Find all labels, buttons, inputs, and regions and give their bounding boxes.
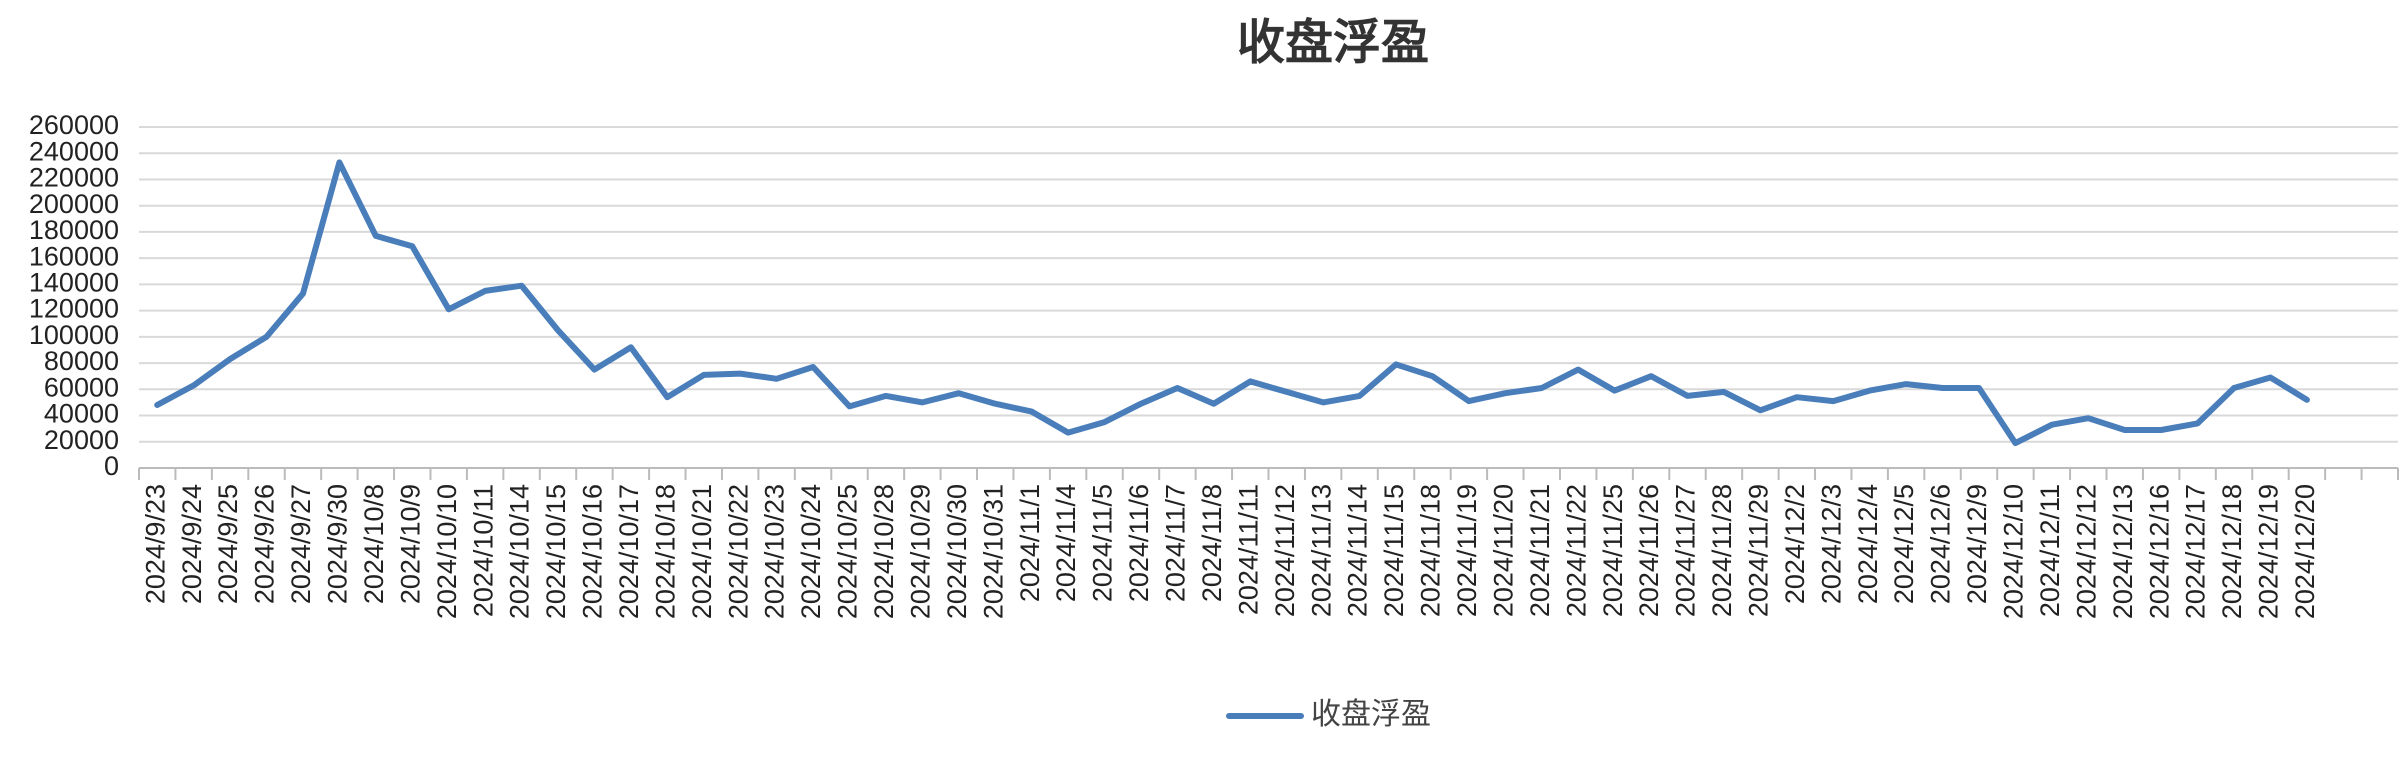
x-tick-label: 2024/10/14 <box>505 484 535 619</box>
x-tick-label: 2024/12/19 <box>2254 484 2284 619</box>
y-tick-label: 60000 <box>44 372 119 402</box>
y-tick-label: 160000 <box>29 241 119 271</box>
y-tick-label: 120000 <box>29 294 119 324</box>
x-tick-label: 2024/11/26 <box>1634 484 1664 617</box>
x-tick-label: 2024/12/12 <box>2071 484 2101 619</box>
x-tick-label: 2024/9/24 <box>177 484 207 604</box>
y-tick-label: 260000 <box>29 110 119 140</box>
x-tick-label: 2024/10/16 <box>578 484 608 619</box>
x-tick-label: 2024/10/28 <box>869 484 899 619</box>
x-tick-label: 2024/11/28 <box>1707 484 1737 617</box>
legend-label: 收盘浮盈 <box>1311 698 1431 731</box>
x-tick-label: 2024/11/7 <box>1161 484 1191 602</box>
x-tick-label: 2024/9/27 <box>286 484 316 604</box>
x-tick-label: 2024/9/26 <box>250 484 280 604</box>
x-tick-label: 2024/10/10 <box>432 484 462 619</box>
x-tick-label: 2024/10/23 <box>760 484 790 619</box>
x-tick-label: 2024/12/11 <box>2035 484 2065 617</box>
x-tick-label: 2024/10/21 <box>687 484 717 619</box>
x-tick-label: 2024/12/10 <box>1999 484 2029 619</box>
x-tick-label: 2024/11/27 <box>1671 484 1701 617</box>
y-tick-label: 240000 <box>29 136 119 166</box>
y-tick-label: 0 <box>104 451 119 481</box>
x-tick-label: 2024/12/13 <box>2108 484 2138 619</box>
x-tick-label: 2024/11/25 <box>1598 484 1628 617</box>
x-tick-label: 2024/11/20 <box>1488 484 1518 617</box>
y-tick-label: 20000 <box>44 425 119 455</box>
x-tick-label: 2024/11/14 <box>1343 484 1373 617</box>
x-tick-label: 2024/11/8 <box>1197 484 1227 602</box>
x-tick-label: 2024/11/1 <box>1015 484 1045 602</box>
x-tick-label: 2024/12/2 <box>1780 484 1810 604</box>
x-tick-label: 2024/12/9 <box>1962 484 1992 604</box>
chart-title: 收盘浮盈 <box>1237 17 1429 70</box>
x-tick-label: 2024/11/18 <box>1416 484 1446 617</box>
data-line <box>154 159 2310 447</box>
x-tick-label: 2024/10/22 <box>723 484 753 619</box>
x-tick-label: 2024/11/4 <box>1051 484 1081 602</box>
x-tick-label: 2024/10/30 <box>942 484 972 619</box>
x-tick-label: 2024/11/19 <box>1452 484 1482 617</box>
x-tick-label: 2024/11/22 <box>1561 484 1591 617</box>
x-tick-label: 2024/12/3 <box>1816 484 1846 604</box>
x-tick-label: 2024/12/17 <box>2181 484 2211 619</box>
x-tick-label: 2024/12/4 <box>1853 484 1883 604</box>
x-tick-label: 2024/10/17 <box>614 484 644 619</box>
x-tick-label: 2024/10/11 <box>468 484 498 617</box>
x-tick-label: 2024/12/20 <box>2290 484 2320 619</box>
x-tick-label: 2024/11/12 <box>1270 484 1300 617</box>
x-tick-label: 2024/10/18 <box>650 484 680 619</box>
x-tick-label: 2024/10/9 <box>395 484 425 604</box>
y-tick-label: 40000 <box>44 399 119 429</box>
y-tick-label: 180000 <box>29 215 119 245</box>
x-tick-label: 2024/12/18 <box>2217 484 2247 619</box>
x-tick-label: 2024/10/24 <box>796 484 826 619</box>
y-tick-label: 100000 <box>29 320 119 350</box>
y-tick-label: 220000 <box>29 163 119 193</box>
x-tick-label: 2024/11/15 <box>1379 484 1409 617</box>
x-tick-label: 2024/11/29 <box>1744 484 1774 617</box>
x-tick-label: 2024/10/31 <box>978 484 1008 619</box>
x-tick-label: 2024/9/30 <box>323 484 353 604</box>
x-tick-label: 2024/11/13 <box>1306 484 1336 617</box>
y-tick-label: 140000 <box>29 268 119 298</box>
x-tick-label: 2024/12/5 <box>1889 484 1919 604</box>
x-tick-label: 2024/11/6 <box>1124 484 1154 602</box>
y-tick-label: 200000 <box>29 189 119 219</box>
x-tick-label: 2024/10/15 <box>541 484 571 619</box>
x-tick-label: 2024/9/23 <box>140 484 170 604</box>
x-tick-label: 2024/12/6 <box>1926 484 1956 604</box>
x-tick-label: 2024/10/29 <box>905 484 935 619</box>
x-tick-label: 2024/12/16 <box>2144 484 2174 619</box>
x-tick-label: 2024/9/25 <box>213 484 243 604</box>
x-tick-label: 2024/11/11 <box>1233 484 1263 615</box>
x-tick-label: 2024/11/21 <box>1525 484 1555 617</box>
x-tick-label: 2024/11/5 <box>1088 484 1118 602</box>
y-tick-label: 80000 <box>44 346 119 376</box>
x-tick-label: 2024/10/8 <box>359 484 389 604</box>
x-tick-label: 2024/10/25 <box>833 484 863 619</box>
